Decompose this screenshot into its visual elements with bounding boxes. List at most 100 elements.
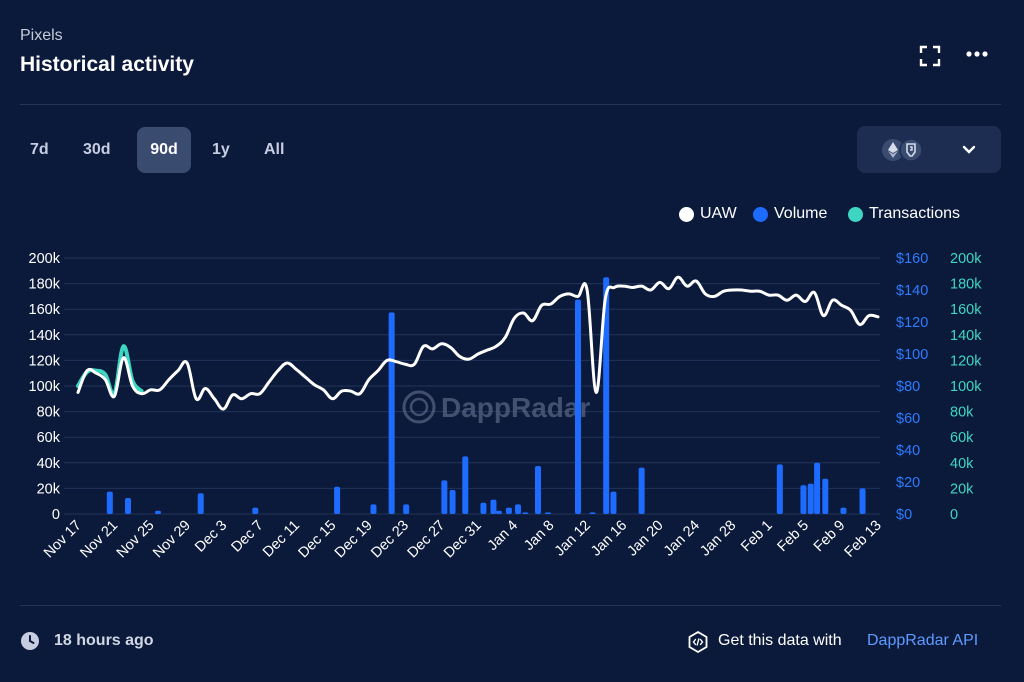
ethereum-icon <box>882 139 904 161</box>
volume-bar <box>575 299 581 514</box>
y-left-tick-label: 160k <box>29 302 61 318</box>
y-axis-volume-labels: $0 $20 $40 $60 $80 $100 $120 $140 $160 <box>896 251 928 523</box>
y-left-tick-label: 120k <box>29 353 61 369</box>
range-30d-button[interactable]: 30d <box>83 141 111 158</box>
y-volume-tick-label: $60 <box>896 411 920 427</box>
ronin-icon <box>899 138 923 162</box>
watermark: DappRadar <box>402 390 590 424</box>
legend-uaw-dot <box>679 206 694 222</box>
historical-activity-chart[interactable]: DappRadar 0 20k 40k 60k 80k 100k 120k 140k 160k 1… <box>0 240 1024 590</box>
expand-icon <box>919 45 941 67</box>
more-horizontal-icon <box>966 51 988 57</box>
x-tick-label: Jan 28 <box>697 518 739 560</box>
volume-bar <box>522 512 529 514</box>
dappradar-api-link[interactable]: DappRadar API <box>867 632 979 649</box>
x-tick-label: Dec 23 <box>368 518 412 562</box>
x-tick-label: Nov 29 <box>150 518 194 562</box>
x-tick-label: Jan 4 <box>485 518 521 554</box>
y-volume-tick-label: $100 <box>896 347 928 363</box>
volume-bar <box>155 510 161 514</box>
y-axis-left-labels: 0 20k 40k 60k 80k 100k 120k 140k 160k 180k 200k <box>29 251 61 523</box>
legend-item-uaw[interactable]: UAW <box>679 205 737 223</box>
volume-bar <box>449 490 456 514</box>
y-volume-tick-label: $40 <box>896 443 920 459</box>
volume-bar <box>515 504 521 514</box>
y-transactions-tick-label: 40k <box>950 456 974 472</box>
y-transactions-tick-label: 100k <box>950 379 982 395</box>
volume-bar <box>197 493 204 514</box>
range-all-button[interactable]: All <box>264 141 285 158</box>
y-left-tick-label: 60k <box>37 430 61 446</box>
x-tick-label: Nov 17 <box>41 518 85 562</box>
y-transactions-tick-label: 20k <box>950 481 974 497</box>
volume-bar <box>603 277 610 514</box>
x-tick-label: Dec 19 <box>332 518 376 562</box>
series-line-uaw <box>76 275 880 411</box>
range-1y-button[interactable]: 1y <box>212 141 230 158</box>
x-tick-label: Dec 31 <box>441 518 485 562</box>
y-volume-tick-label: $80 <box>896 379 920 395</box>
volume-bar <box>334 486 341 514</box>
watermark-text: DappRadar <box>441 392 590 423</box>
volume-bar <box>776 464 783 514</box>
volume-bar <box>106 491 113 514</box>
api-text: Get this data with <box>718 632 842 649</box>
api-code-icon <box>688 630 708 654</box>
more-options-button[interactable] <box>963 40 991 68</box>
range-90d-button[interactable]: 90d <box>137 127 191 173</box>
volume-bar <box>490 499 497 514</box>
y-volume-tick-label: $0 <box>896 507 912 523</box>
y-left-tick-label: 80k <box>37 405 61 421</box>
y-left-tick-label: 40k <box>37 456 61 472</box>
x-tick-label: Jan 16 <box>588 518 630 560</box>
y-volume-tick-label: $120 <box>896 315 928 331</box>
x-tick-label: Jan 12 <box>552 518 594 560</box>
x-tick-label: Feb 13 <box>842 518 885 561</box>
volume-bar <box>589 512 596 514</box>
y-transactions-tick-label: 60k <box>950 430 974 446</box>
x-tick-label: Dec 11 <box>260 518 303 561</box>
legend-volume-dot <box>753 206 768 222</box>
volume-bar <box>610 491 617 514</box>
volume-bar <box>495 510 502 514</box>
volume-bar <box>505 507 512 514</box>
legend-transactions-dot <box>848 206 863 222</box>
volume-bar <box>859 488 866 514</box>
range-7d-button[interactable]: 7d <box>30 141 49 158</box>
y-left-tick-label: 0 <box>52 507 60 523</box>
volume-bar <box>807 483 814 514</box>
volume-bar <box>800 485 807 514</box>
expand-button[interactable] <box>916 42 944 70</box>
page-title: Historical activity <box>20 53 194 76</box>
y-transactions-tick-label: 140k <box>950 328 982 344</box>
y-left-tick-label: 180k <box>29 277 61 293</box>
y-transactions-tick-label: 180k <box>950 277 982 293</box>
header-divider <box>20 104 1001 105</box>
legend-item-volume[interactable]: Volume <box>753 205 827 223</box>
chain-selector[interactable] <box>857 126 1001 173</box>
y-transactions-tick-label: 160k <box>950 302 982 318</box>
legend-volume-label: Volume <box>774 205 828 222</box>
y-transactions-tick-label: 200k <box>950 251 982 267</box>
volume-bar <box>814 462 821 514</box>
volume-bar <box>545 512 551 514</box>
dapp-name: Pixels <box>20 27 63 44</box>
legend-uaw-label: UAW <box>700 205 737 222</box>
volume-bar <box>252 507 259 514</box>
volume-bar <box>480 502 487 514</box>
y-left-tick-label: 20k <box>37 481 61 497</box>
legend-item-transactions[interactable]: Transactions <box>848 205 960 223</box>
last-updated: 18 hours ago <box>54 632 154 649</box>
y-left-tick-label: 100k <box>29 379 61 395</box>
y-transactions-tick-label: 120k <box>950 353 982 369</box>
volume-bar <box>462 456 469 514</box>
y-left-tick-label: 140k <box>29 328 61 344</box>
x-tick-label: Dec 27 <box>405 518 449 562</box>
x-tick-label: Feb 1 <box>738 518 776 556</box>
x-tick-label: Dec 3 <box>192 518 230 556</box>
legend-transactions-label: Transactions <box>869 205 960 222</box>
volume-bar <box>370 504 377 514</box>
x-tick-label: Nov 25 <box>114 518 158 562</box>
x-tick-label: Feb 5 <box>775 518 813 556</box>
